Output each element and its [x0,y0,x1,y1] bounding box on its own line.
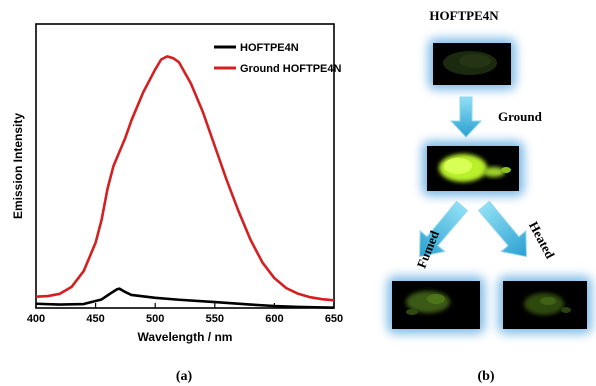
x-tick-label-550: 550 [206,313,224,325]
x-axis-label: Wavelength / nm [138,330,233,344]
heated-arrow [477,200,527,258]
x-tick-label-400: 400 [27,313,45,325]
x-tick-label-500: 500 [146,313,164,325]
legend-label-ground-hoftpe4n: Ground HOFTPE4N [240,63,342,75]
x-tick-label-600: 600 [265,313,283,325]
panel-b-label: (b) [477,369,494,384]
emission-spectrum-chart: 400 450 500 550 600 650 Wavelength / nm Emiss… [11,23,343,384]
photo-ground [422,141,524,196]
legend-label-hoftpe4n: HOFTPE4N [240,42,299,54]
series-lines [35,55,335,310]
sample-title: HOFTPE4N [429,8,499,23]
heated-label: Heated [526,219,558,262]
x-tick-label-450: 450 [86,313,104,325]
plot-frame [35,23,335,309]
legend: HOFTPE4N Ground HOFTPE4N [214,42,342,75]
photo-heated [498,276,592,334]
ground-label: Ground [498,109,543,124]
series-line-ground-hoftpe4n [35,55,335,302]
series-line-hoftpe4n [35,287,335,310]
photo-fumed [387,276,485,334]
x-axis-tick-labels: 400 450 500 550 600 650 [27,313,343,325]
ground-arrow [449,96,483,138]
photo-pristine [428,38,516,90]
photo-panel: HOFTPE4N Ground Fumed [387,8,592,384]
fumed-arrow [419,200,469,258]
panel-a-label: (a) [176,369,193,384]
x-tick-label-650: 650 [325,313,343,325]
y-axis-label: Emission Intensity [11,113,25,219]
